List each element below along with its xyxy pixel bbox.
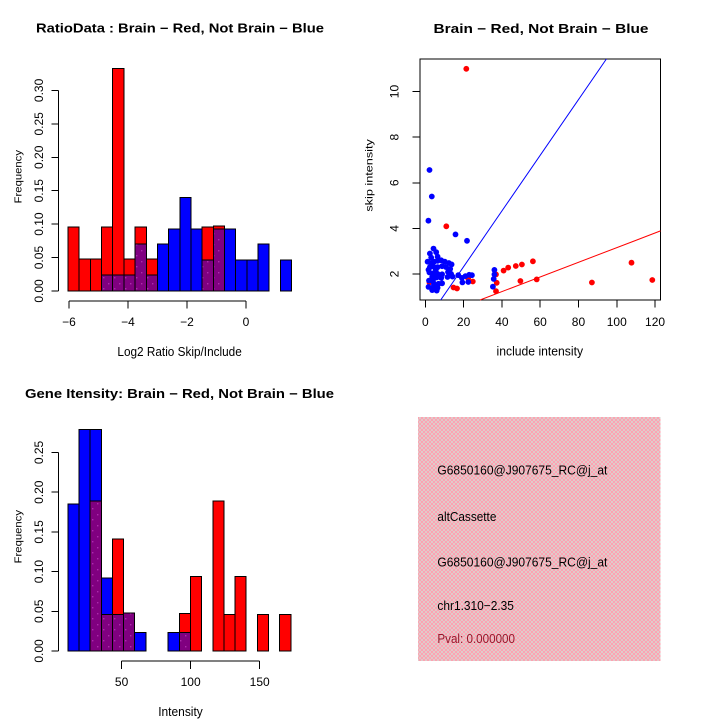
svg-text:80: 80 [572,315,586,329]
svg-text:Gene Itensity: Brain − Red, No: Gene Itensity: Brain − Red, Not Brain − … [25,387,334,401]
svg-text:−4: −4 [121,315,135,329]
svg-text:skip intensity: skip intensity [364,138,376,211]
svg-text:120: 120 [645,315,665,329]
svg-text:4: 4 [388,225,402,232]
svg-text:0: 0 [243,315,250,329]
svg-text:40: 40 [495,315,509,329]
svg-text:0.25: 0.25 [32,440,46,464]
svg-text:chr1.310−2.35: chr1.310−2.35 [437,598,514,613]
svg-text:0.05: 0.05 [32,246,46,270]
svg-text:0.10: 0.10 [32,560,46,584]
svg-text:0.30: 0.30 [32,78,46,102]
svg-text:0.00: 0.00 [32,279,46,303]
svg-text:0: 0 [422,315,429,329]
svg-text:−2: −2 [180,315,194,329]
svg-text:−6: −6 [62,315,76,329]
svg-text:Frequency: Frequency [13,149,25,203]
svg-text:2: 2 [388,270,402,277]
svg-text:Frequency: Frequency [13,509,25,563]
svg-text:G6850160@J907675_RC@j_at: G6850160@J907675_RC@j_at [437,555,607,570]
svg-text:0.00: 0.00 [32,639,46,663]
svg-text:10: 10 [388,85,402,99]
svg-text:100: 100 [607,315,627,329]
svg-text:60: 60 [533,315,547,329]
svg-text:6: 6 [388,179,402,186]
svg-text:RatioData : Brain − Red, Not B: RatioData : Brain − Red, Not Brain − Blu… [36,22,324,36]
svg-text:G6850160@J907675_RC@j_at: G6850160@J907675_RC@j_at [437,463,607,478]
svg-text:100: 100 [181,675,201,689]
svg-text:8: 8 [388,133,402,140]
svg-text:0.20: 0.20 [32,145,46,169]
svg-text:Log2 Ratio Skip/Include: Log2 Ratio Skip/Include [117,344,241,359]
svg-text:0.05: 0.05 [32,599,46,623]
svg-text:Brain − Red, Not Brain − Blue: Brain − Red, Not Brain − Blue [434,22,649,36]
svg-text:include intensity: include intensity [497,344,584,359]
svg-text:50: 50 [115,675,129,689]
svg-text:0.15: 0.15 [32,520,46,544]
svg-text:Intensity: Intensity [158,704,203,719]
svg-text:Pval: 0.000000: Pval: 0.000000 [437,631,515,646]
svg-text:20: 20 [457,315,471,329]
svg-text:150: 150 [250,675,270,689]
svg-text:0.20: 0.20 [32,480,46,504]
svg-text:0.25: 0.25 [32,112,46,136]
svg-text:0.15: 0.15 [32,179,46,203]
svg-text:altCassette: altCassette [437,509,496,524]
svg-text:0.10: 0.10 [32,212,46,236]
